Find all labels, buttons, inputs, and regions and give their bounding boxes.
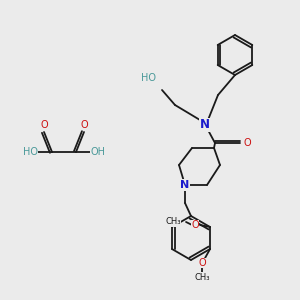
- Text: O: O: [198, 258, 206, 268]
- Text: N: N: [180, 180, 190, 190]
- Text: O: O: [191, 220, 199, 230]
- Text: CH₃: CH₃: [166, 218, 181, 226]
- Text: CH₃: CH₃: [194, 272, 210, 281]
- Text: HO: HO: [142, 73, 157, 83]
- Text: N: N: [200, 118, 210, 131]
- Text: HO: HO: [22, 147, 38, 157]
- Text: O: O: [80, 120, 88, 130]
- Text: O: O: [40, 120, 48, 130]
- Text: OH: OH: [91, 147, 106, 157]
- Text: O: O: [243, 138, 251, 148]
